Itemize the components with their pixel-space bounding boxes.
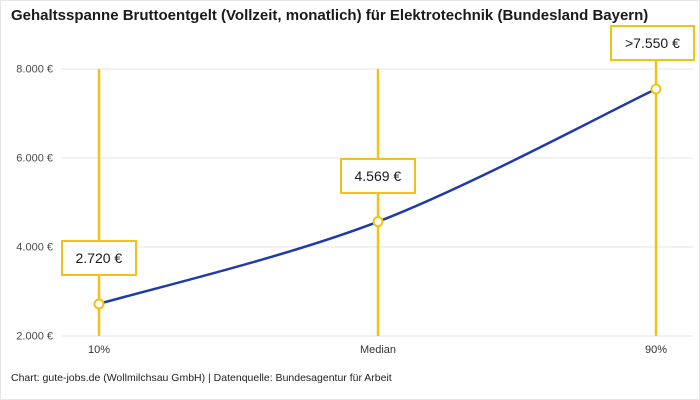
chart-title: Gehaltsspanne Bruttoentgelt (Vollzeit, m… — [11, 7, 649, 24]
chart-footer: Chart: gute-jobs.de (Wollmilchsau GmbH) … — [11, 372, 392, 384]
y-axis-tick-label: 8.000 € — [16, 64, 53, 76]
data-point-marker — [372, 216, 384, 228]
data-point-marker — [650, 83, 662, 95]
y-axis-tick-label: 4.000 € — [16, 242, 53, 254]
x-axis-tick-label: 10% — [88, 344, 110, 356]
line-chart: 8.000 € 6.000 € 4.000 € 2.000 € 10% Median 90%… — [1, 25, 699, 369]
chart-canvas: 8.000 € 6.000 € 4.000 € 2.000 € 10% Median 90% — [16, 57, 693, 356]
x-axis-tick-label: 90% — [645, 344, 667, 356]
x-axis-tick-label: Median — [360, 344, 396, 356]
data-point-marker — [93, 298, 105, 310]
y-axis-tick-label: 6.000 € — [16, 153, 53, 165]
value-label: >7.550 € — [610, 25, 695, 62]
y-axis-tick-label: 2.000 € — [16, 331, 53, 343]
